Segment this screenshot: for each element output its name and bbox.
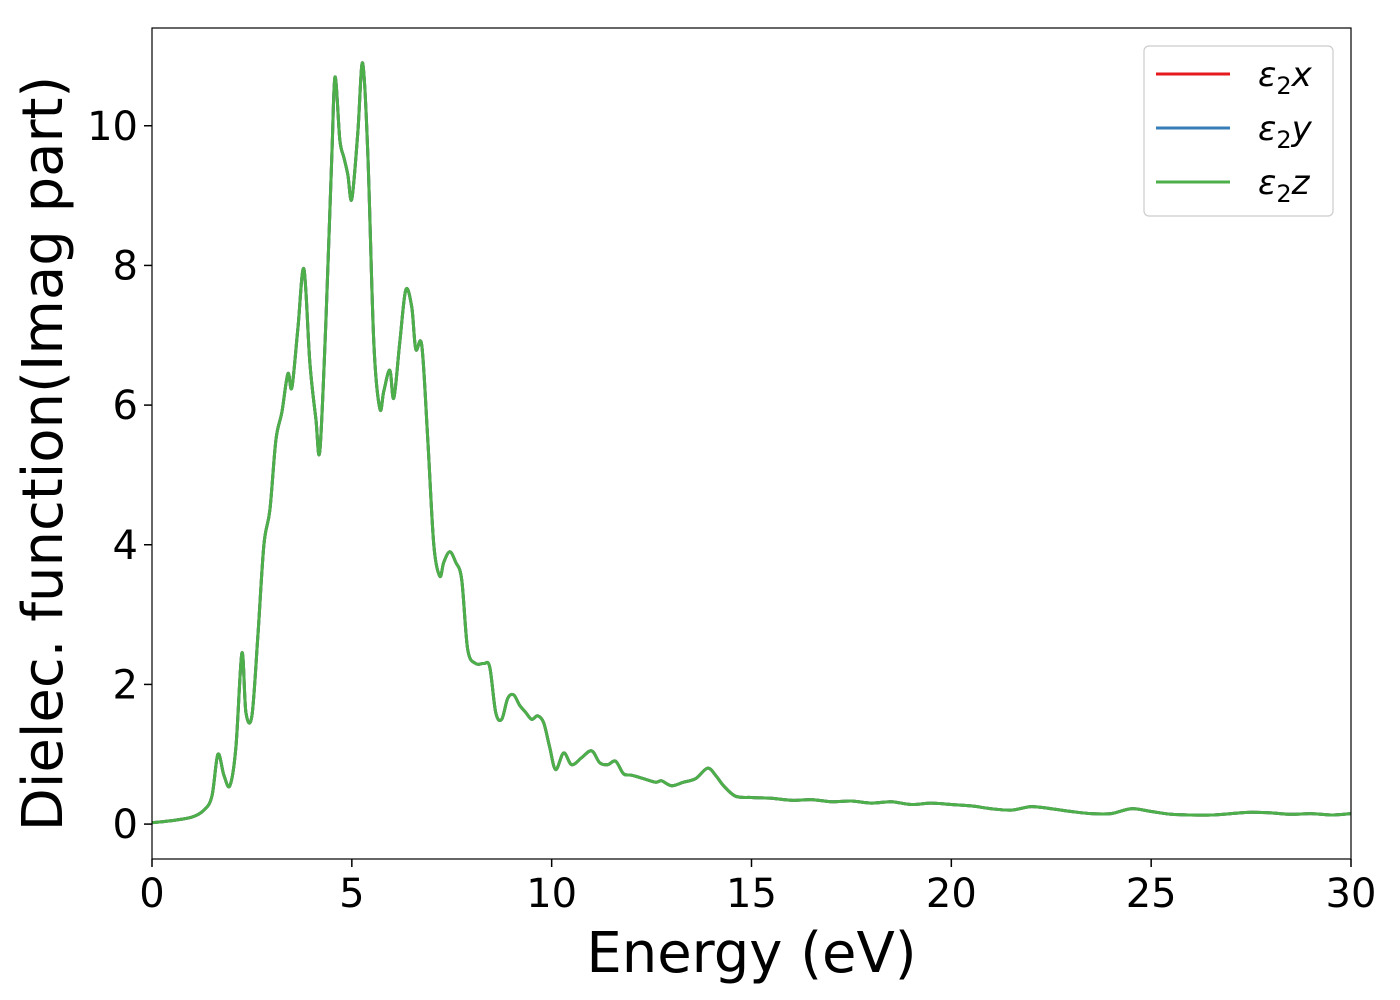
plot-lines — [151, 61, 1352, 825]
legend-label-x: ε2x — [1258, 55, 1313, 100]
x-axis-ticks: 0 5 10 15 20 25 30 — [139, 859, 1376, 917]
series-line-z — [151, 61, 1352, 825]
y-tick-label: 0 — [113, 802, 138, 848]
y-tick-label: 10 — [87, 104, 138, 150]
x-tick-label: 10 — [526, 871, 577, 917]
legend-label-z: ε2z — [1258, 163, 1311, 208]
y-tick-label: 6 — [113, 383, 138, 429]
y-axis-title: Dielec. function(Imag part) — [11, 76, 76, 832]
x-tick-label: 30 — [1326, 871, 1377, 917]
x-axis-title: Energy (eV) — [586, 921, 916, 986]
y-tick-label: 8 — [113, 243, 138, 289]
legend-label-y: ε2y — [1258, 109, 1313, 154]
legend: ε2x ε2y ε2z — [1143, 45, 1334, 217]
x-tick-label: 20 — [926, 871, 977, 917]
y-axis-ticks: 0 2 4 6 8 10 — [87, 104, 152, 848]
x-tick-label: 15 — [726, 871, 777, 917]
x-tick-label: 0 — [139, 871, 164, 917]
y-tick-label: 2 — [113, 662, 138, 708]
legend-box — [1143, 45, 1334, 217]
x-tick-label: 25 — [1126, 871, 1177, 917]
x-tick-label: 5 — [339, 871, 364, 917]
y-tick-label: 4 — [113, 523, 138, 569]
